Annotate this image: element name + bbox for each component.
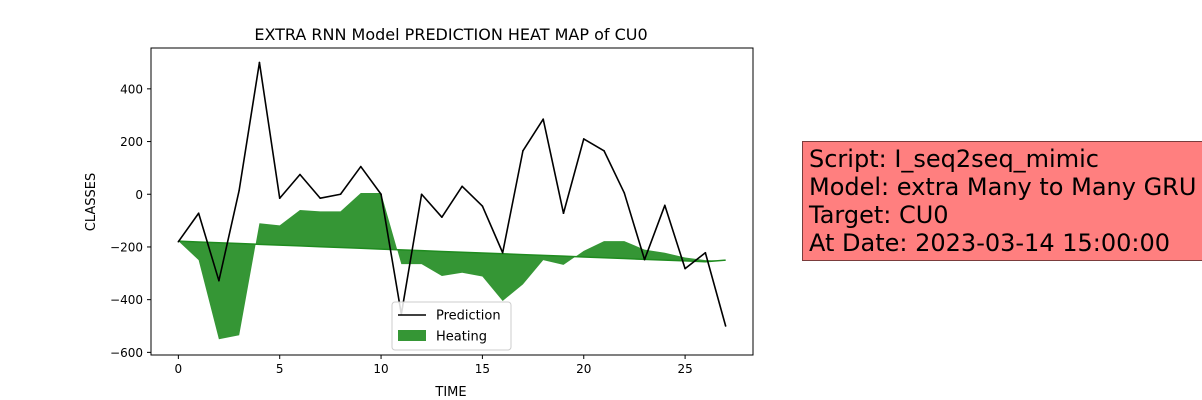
prediction-point	[299, 173, 301, 176]
legend-heating-label: Heating	[436, 330, 487, 345]
x-tick-label: 20	[576, 362, 591, 376]
x-axis-label: TIME	[434, 385, 466, 400]
y-tick-label: −200	[110, 240, 143, 254]
x-tick-label: 15	[475, 362, 490, 376]
prediction-point	[441, 216, 443, 218]
prediction-point	[481, 205, 484, 207]
x-tick-label: 5	[276, 362, 284, 376]
axes-layer: 0 5 10 15 20 25 −600 −400 −200 0 200 400	[110, 47, 754, 376]
chart-title: EXTRA RNN Model PREDICTION HEAT MAP of C…	[254, 25, 647, 44]
heating-baseline	[178, 240, 726, 263]
prediction-point	[258, 61, 261, 64]
legend-prediction-label: Prediction	[436, 309, 501, 324]
prediction-point	[319, 197, 322, 200]
info-model-line: Model: extra Many to Many GRU	[809, 173, 1197, 201]
y-tick-label: 400	[120, 82, 143, 96]
y-tick-label: 200	[120, 135, 143, 149]
heating-area	[178, 192, 726, 340]
prediction-point	[501, 251, 504, 254]
heating-area-layer	[178, 192, 726, 340]
info-script-line: Script: I_seq2seq_mimic	[809, 145, 1099, 173]
x-tick-label: 0	[175, 362, 183, 376]
y-tick-label: −400	[110, 293, 143, 307]
prediction-point	[278, 197, 281, 200]
y-tick-label: 0	[135, 188, 143, 202]
prediction-point	[704, 251, 707, 254]
prediction-point	[461, 185, 463, 188]
prediction-point	[562, 212, 565, 215]
prediction-point	[218, 279, 220, 282]
prediction-point	[542, 118, 545, 120]
x-tick-label: 25	[677, 362, 692, 376]
prediction-point	[684, 267, 686, 270]
prediction-point	[359, 165, 362, 168]
info-target-line: Target: CU0	[809, 201, 949, 229]
legend: Prediction Heating	[391, 301, 512, 351]
prediction-point	[420, 193, 423, 196]
prediction-point	[177, 240, 180, 243]
prediction-point	[603, 149, 605, 152]
y-tick-label: −600	[110, 346, 143, 360]
prediction-point	[197, 212, 200, 215]
prediction-point	[643, 258, 646, 261]
y-axis-label: CLASSES	[84, 173, 99, 231]
x-tick-label: 10	[373, 362, 388, 376]
prediction-point	[238, 189, 240, 192]
legend-heating-swatch	[398, 330, 426, 341]
prediction-point	[339, 193, 342, 196]
prediction-line	[177, 61, 727, 327]
info-box: Script: I_seq2seq_mimic Model: extra Man…	[802, 141, 1202, 261]
prediction-point	[623, 192, 626, 194]
prediction-point	[522, 149, 524, 152]
plot-frame	[150, 47, 754, 356]
info-date-line: At Date: 2023-03-14 15:00:00	[809, 229, 1171, 257]
prediction-point	[582, 138, 585, 140]
prediction-point	[724, 325, 727, 327]
prediction-point	[664, 204, 666, 207]
prediction-line-layer	[177, 61, 727, 327]
prediction-point	[380, 193, 382, 196]
